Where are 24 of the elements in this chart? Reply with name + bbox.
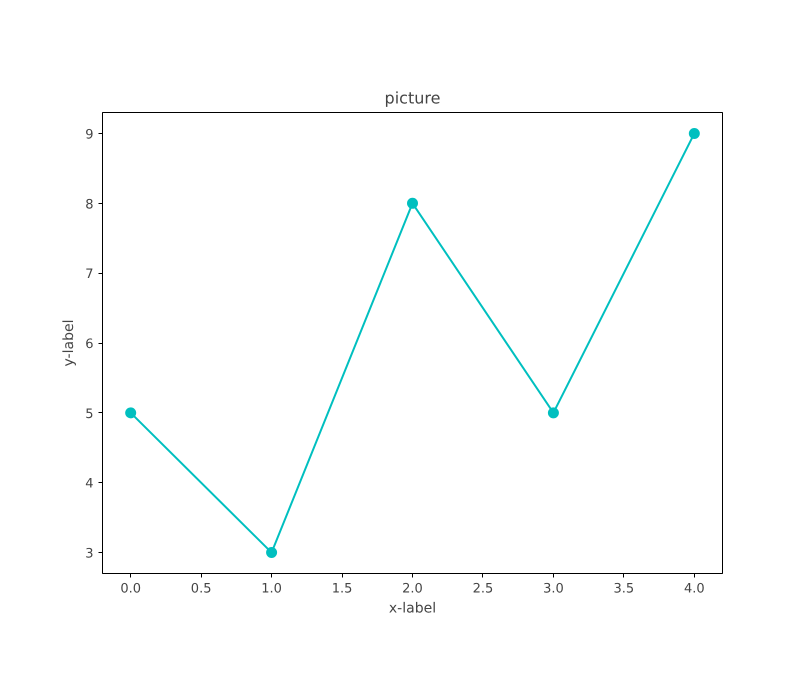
y-tick-label: 8 <box>85 197 94 212</box>
x-tick-label: 1.5 <box>332 582 352 596</box>
y-tick-label: 7 <box>85 267 94 282</box>
y-axis-title: y-label <box>61 320 78 366</box>
point <box>548 407 559 418</box>
y-tick-label: 5 <box>85 406 94 422</box>
x-tick-label: 0.5 <box>190 582 212 596</box>
x-tick-label: 2.0 <box>402 582 423 596</box>
point <box>125 407 136 418</box>
point <box>407 198 418 209</box>
y-tick-label: 6 <box>85 337 94 352</box>
x-tick-label: 3.0 <box>543 582 564 596</box>
y-tick-label: 3 <box>85 546 94 562</box>
x-tick-label: 0.0 <box>120 582 142 596</box>
y-tick-label: 9 <box>85 127 94 142</box>
chart-title: picture <box>384 88 440 108</box>
y-tick-label: 4 <box>85 476 94 492</box>
x-tick-label: 1.0 <box>261 582 282 596</box>
point <box>688 128 700 139</box>
x-tick-label: 2.5 <box>472 582 494 596</box>
point <box>266 547 278 558</box>
x-tick-label: 3.5 <box>614 582 634 596</box>
x-tick-label: 4.0 <box>684 582 705 596</box>
x-axis-title: x-label <box>388 600 436 616</box>
